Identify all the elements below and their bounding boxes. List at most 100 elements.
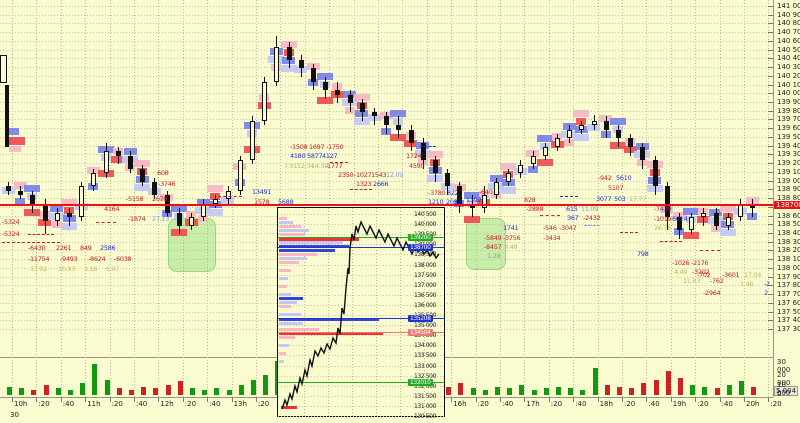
footprint-cluster-block — [500, 162, 517, 170]
candle-body — [359, 103, 365, 113]
candle-body — [237, 160, 243, 191]
inset-profile-bar — [279, 221, 293, 224]
footprint-cluster-block — [207, 208, 224, 216]
candle-body — [298, 59, 304, 69]
price-tick-mark — [768, 6, 773, 7]
highlight-zone — [466, 218, 506, 270]
inset-price-tick-label: 136 000 — [414, 301, 437, 309]
footprint-cluster-block — [9, 146, 21, 152]
inset-profile-bar — [279, 297, 303, 300]
footprint-cluster-block — [134, 160, 151, 168]
inset-h-gridline — [278, 294, 444, 296]
footprint-cluster-block — [719, 229, 736, 237]
price-tick-label: 140 500 — [777, 45, 800, 54]
h-gridline — [0, 189, 773, 191]
inset-marker-line — [278, 318, 444, 319]
delta-annotation: 828 — [524, 196, 536, 204]
time-tick-label: :40 — [209, 400, 221, 408]
price-tick-label: 139 100 — [777, 167, 800, 176]
h-gridline — [0, 84, 773, 86]
time-tick-label: :20 — [258, 400, 270, 408]
volume-bar — [92, 364, 98, 395]
inset-h-gridline — [278, 395, 444, 397]
h-gridline — [0, 75, 773, 77]
inset-profile-bar — [279, 277, 288, 280]
delta-annotation: -6038 — [114, 255, 132, 263]
v-gridline — [500, 0, 501, 397]
candle-body — [408, 129, 414, 143]
candle-body — [542, 147, 548, 156]
v-gridline — [12, 0, 13, 397]
date-label: 30 — [10, 411, 19, 419]
price-tick-label: 139 300 — [777, 150, 800, 159]
footprint-cluster-block — [317, 97, 334, 105]
candle-body — [6, 186, 11, 191]
inset-h-gridline — [278, 365, 444, 367]
candle-body — [128, 155, 133, 169]
time-tick-mark — [475, 398, 477, 402]
delta-annotation: 3077 — [596, 195, 612, 203]
candle-body — [494, 181, 499, 196]
time-tick-mark — [500, 398, 501, 402]
candle-body — [42, 203, 48, 222]
footprint-cluster-block — [527, 166, 538, 174]
candle-body — [311, 68, 316, 82]
inset-profile-bar — [279, 285, 287, 288]
inset-price-tick-label: 133 500 — [414, 352, 437, 360]
dash-mark — [540, 215, 560, 216]
candle-body — [274, 46, 280, 82]
price-tick-mark — [768, 294, 773, 296]
h-gridline — [0, 102, 773, 104]
inset-price-tick-label: 134 000 — [414, 342, 437, 350]
delta-annotation: 2350 — [338, 171, 354, 179]
inset-marker-label: 139200 — [408, 234, 433, 241]
volume-bar — [104, 379, 110, 395]
candle-body — [54, 212, 60, 222]
volume-bar — [714, 388, 720, 395]
delta-annotation: 4.49 — [674, 268, 688, 276]
price-tick-label: 137 700 — [777, 290, 800, 299]
time-tick-mark — [646, 398, 648, 402]
candle-body — [713, 212, 719, 226]
footprint-cluster-block — [280, 65, 297, 73]
candle-body — [677, 216, 682, 230]
candle-body — [616, 129, 621, 139]
inset-marker-label: 134504 — [408, 329, 433, 336]
price-tick-mark — [768, 180, 773, 182]
delta-annotation: -7429 — [654, 205, 672, 213]
delta-annotation: 1697 — [309, 143, 325, 151]
inset-v-gridline — [304, 208, 305, 416]
volume-bar — [568, 388, 574, 395]
delta-annotation: 2586 — [100, 244, 116, 252]
volume-bar — [214, 388, 220, 395]
time-tick-label: :20 — [550, 400, 563, 408]
delta-annotation: -8457 — [484, 243, 502, 251]
delta-annotation: 2666 — [373, 180, 389, 188]
time-tick-label: :20 — [184, 400, 197, 408]
volume-bar — [251, 379, 256, 395]
inset-h-gridline — [278, 355, 444, 357]
inset-marker-line — [278, 247, 444, 248]
delta-annotation: -2176 — [691, 259, 709, 267]
dash-mark — [350, 189, 372, 190]
footprint-cluster-block — [353, 117, 370, 125]
volume-bar — [726, 384, 732, 395]
candle-body — [372, 112, 377, 117]
inset-profile-bar — [279, 253, 317, 256]
price-tick-label: 139 200 — [777, 159, 800, 168]
price-tick-label: 139 400 — [777, 141, 800, 150]
v-gridline — [402, 0, 404, 397]
inset-h-gridline — [278, 244, 444, 246]
price-tick-mark — [768, 259, 773, 261]
inset-profile-bar — [279, 352, 286, 355]
delta-annotation: 1323 — [356, 180, 372, 188]
v-gridline — [378, 0, 379, 397]
candle-body — [5, 85, 9, 147]
delta-annotation: 27.13 — [152, 215, 170, 223]
delta-annotation: 2678 — [152, 195, 168, 203]
delta-annotation: 2261 — [56, 244, 72, 252]
time-tick-label: 10h — [14, 400, 28, 408]
price-tick-mark — [768, 241, 773, 243]
price-tick-label: 139 700 — [777, 115, 800, 124]
